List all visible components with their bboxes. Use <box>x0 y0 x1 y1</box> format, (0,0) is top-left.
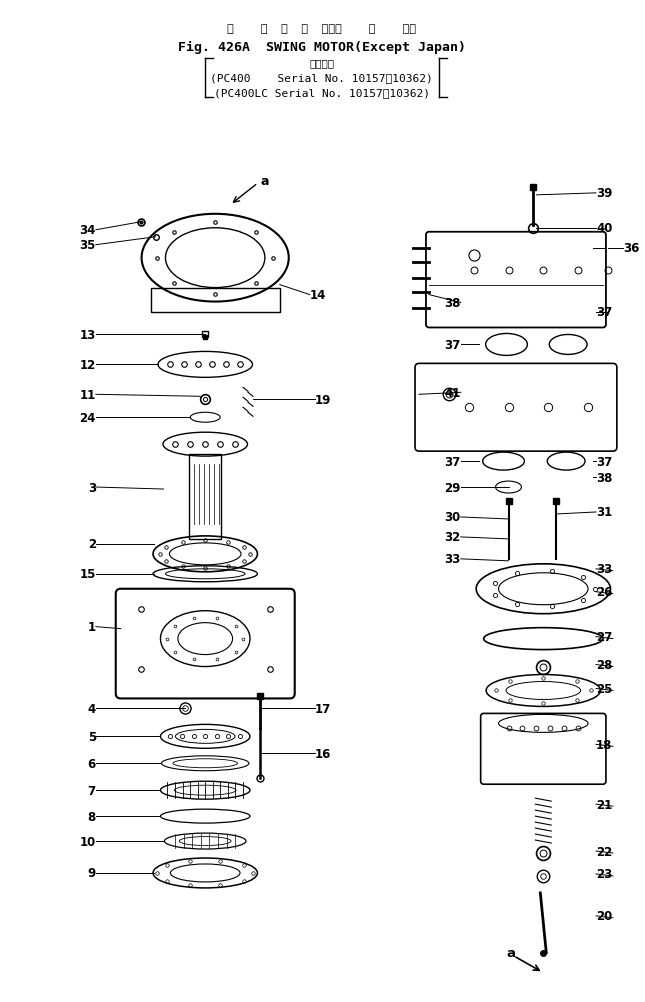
Text: 37: 37 <box>596 306 612 319</box>
Text: 37: 37 <box>444 339 461 352</box>
Text: 34: 34 <box>79 224 96 237</box>
Text: 33: 33 <box>596 563 612 576</box>
Text: 12: 12 <box>79 359 96 372</box>
Text: Fig. 426A  SWING MOTOR(Except Japan): Fig. 426A SWING MOTOR(Except Japan) <box>177 41 466 54</box>
Text: 16: 16 <box>315 747 331 761</box>
Text: 17: 17 <box>315 702 331 715</box>
Text: 8: 8 <box>88 810 96 823</box>
Text: 18: 18 <box>596 738 612 752</box>
Text: 36: 36 <box>623 241 639 255</box>
Text: 38: 38 <box>596 471 612 484</box>
Text: 28: 28 <box>596 658 612 671</box>
Text: 40: 40 <box>596 222 612 235</box>
Text: 21: 21 <box>596 798 612 811</box>
Text: 5: 5 <box>88 730 96 743</box>
Text: 14: 14 <box>310 289 326 302</box>
Text: (PC400    Serial No. 10157～10362): (PC400 Serial No. 10157～10362) <box>210 73 433 83</box>
Text: 11: 11 <box>79 389 96 402</box>
Text: 30: 30 <box>444 511 461 524</box>
Text: 22: 22 <box>596 845 612 858</box>
Text: 26: 26 <box>596 585 612 598</box>
Text: 29: 29 <box>444 481 461 494</box>
Text: 6: 6 <box>88 758 96 770</box>
Text: 23: 23 <box>596 868 612 881</box>
Text: 32: 32 <box>444 531 461 544</box>
Text: 3: 3 <box>88 481 96 494</box>
Text: 1: 1 <box>88 620 96 633</box>
Text: 41: 41 <box>444 387 461 400</box>
Text: a: a <box>506 946 515 959</box>
Text: 旋    回  モ  ー  タ（海    外    向）: 旋 回 モ ー タ（海 外 向） <box>227 24 416 34</box>
Text: 25: 25 <box>596 682 612 695</box>
Text: 13: 13 <box>79 329 96 342</box>
Text: 31: 31 <box>596 506 612 519</box>
Text: (PC400LC Serial No. 10157～10362): (PC400LC Serial No. 10157～10362) <box>213 88 430 98</box>
Text: 適用号機: 適用号機 <box>309 58 334 68</box>
Text: 27: 27 <box>596 630 612 643</box>
Text: 10: 10 <box>79 835 96 848</box>
Text: 38: 38 <box>444 297 461 310</box>
Text: 35: 35 <box>79 238 96 252</box>
Text: 4: 4 <box>88 702 96 715</box>
Bar <box>150 289 280 313</box>
Text: 20: 20 <box>596 910 612 923</box>
Text: 37: 37 <box>596 455 612 468</box>
Text: 19: 19 <box>315 394 331 407</box>
Bar <box>190 455 221 539</box>
Text: 15: 15 <box>79 568 96 581</box>
Text: 39: 39 <box>596 187 612 200</box>
Text: 2: 2 <box>88 538 96 551</box>
Text: a: a <box>261 175 270 188</box>
Text: 24: 24 <box>79 411 96 424</box>
Text: 37: 37 <box>444 455 461 468</box>
Text: 7: 7 <box>88 784 96 797</box>
Text: 33: 33 <box>444 553 461 566</box>
Text: 9: 9 <box>88 867 96 880</box>
